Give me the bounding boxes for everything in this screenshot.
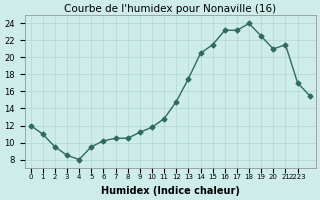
Title: Courbe de l'humidex pour Nonaville (16): Courbe de l'humidex pour Nonaville (16) [64,4,276,14]
X-axis label: Humidex (Indice chaleur): Humidex (Indice chaleur) [101,186,240,196]
